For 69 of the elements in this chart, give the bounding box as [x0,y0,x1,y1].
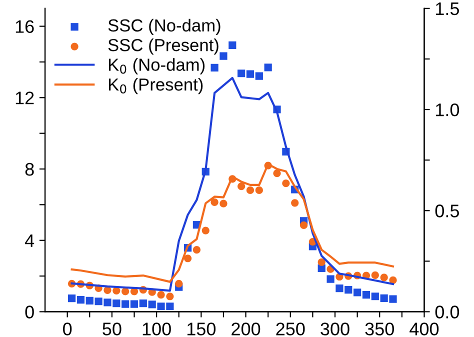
legend-label: SSC (Present) [108,38,218,55]
x-tick-label: 200 [232,322,260,336]
point [76,296,85,304]
x-tick-label: 100 [142,322,171,336]
point [246,186,254,194]
legend-label: K$_{0}$ (Present) [108,78,203,94]
point [192,246,201,254]
point [344,286,352,294]
point [371,271,379,279]
point [220,200,228,208]
x-tick-label: 400 [410,322,439,336]
y-tick-label: 0 [25,306,34,318]
y-tick-label: 4 [24,234,34,247]
x-tick-label: 0 [63,322,72,336]
point [86,296,94,304]
point [255,186,263,194]
point [371,292,379,300]
point [380,274,388,282]
point [139,300,147,308]
point [291,199,299,207]
y-tick-label: 8 [25,162,34,176]
point [380,294,388,302]
point [255,72,263,80]
point [210,198,218,206]
x-tick-label: 350 [365,322,394,336]
point [273,169,281,178]
point [94,298,102,306]
point [157,302,165,310]
point [184,254,192,262]
legend-label: SSC (No-dam) [108,18,220,36]
point [202,226,210,234]
y-tick-label: 12 [16,92,34,104]
point [228,41,236,49]
y2-tick-label: 1.5 [436,2,459,16]
point [104,298,112,306]
point [354,288,362,296]
point [112,300,120,308]
point [122,288,130,296]
point [122,300,130,308]
point [362,290,370,299]
point [238,182,246,190]
point [157,290,165,299]
point [282,179,290,188]
point [264,64,272,72]
point [175,280,183,288]
point [130,300,138,308]
point [389,295,397,303]
point [326,275,334,283]
legend-label: K$_{0}$ (No-dam) [108,58,205,74]
point [68,294,76,302]
y2-tick-label: 0.5 [435,204,459,218]
x-tick-label: 250 [276,322,305,336]
point [148,300,156,308]
point [238,70,246,78]
point [300,221,308,229]
x-tick-label: 300 [320,322,350,336]
point [220,52,228,60]
y2-tick-label: 1.0 [436,103,460,116]
line-series [70,163,394,283]
point [336,284,344,292]
y2-tick-label: 0.0 [435,306,460,318]
point [318,258,326,266]
point [166,302,174,310]
y-tick-label: 16 [16,20,34,33]
point [210,64,218,72]
x-tick-label: 150 [187,322,216,336]
x-tick-label: 50 [102,322,122,336]
point [246,70,254,78]
point [166,292,174,300]
